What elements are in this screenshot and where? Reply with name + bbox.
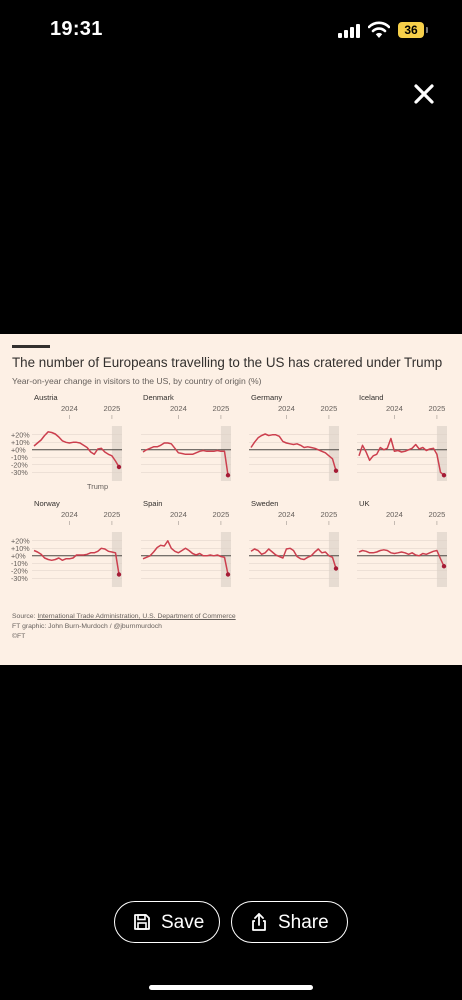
share-button-label: Share	[278, 912, 329, 933]
x-tick-label-2025-germany: 2025	[320, 404, 337, 413]
save-icon	[134, 914, 150, 930]
wifi-icon	[368, 21, 390, 38]
end-point-austria	[116, 464, 122, 470]
end-point-spain	[225, 572, 231, 577]
series-line-sweden	[250, 547, 337, 569]
y-tick-label: +0%	[11, 445, 26, 454]
x-tick-label-2025-iceland: 2025	[428, 404, 445, 413]
share-icon	[252, 913, 266, 931]
shade-2025-germany	[328, 426, 339, 481]
close-icon[interactable]	[410, 80, 438, 108]
x-tick-label-2024-austria: 2024	[61, 404, 78, 413]
source-prefix: Source:	[12, 613, 38, 620]
x-tick-label-2025-denmark: 2025	[212, 404, 229, 413]
x-tick-label-2024-sweden: 2024	[278, 510, 295, 519]
series-line-norway	[33, 547, 120, 575]
shade-2025-spain	[220, 532, 231, 587]
y-tick-label: -10%	[11, 559, 28, 568]
panel-title-iceland: Iceland	[359, 393, 384, 402]
chart-subtitle: Year-on-year change in visitors to the U…	[12, 376, 262, 386]
x-tick-label-2024-germany: 2024	[278, 404, 295, 413]
panel-title-sweden: Sweden	[251, 499, 278, 508]
x-tick-label-2024-iceland: 2024	[386, 404, 403, 413]
x-tick-label-2025-austria: 2025	[103, 404, 120, 413]
panel-title-norway: Norway	[34, 499, 60, 508]
series-line-uk	[358, 549, 445, 567]
end-point-denmark	[225, 473, 231, 478]
end-point-germany	[333, 468, 339, 473]
end-point-uk	[441, 564, 447, 569]
end-point-iceland	[441, 473, 447, 478]
y-tick-label: +20%	[11, 536, 30, 545]
share-button[interactable]: Share	[231, 901, 348, 943]
battery-indicator: 36	[398, 22, 424, 38]
graphic-credit: FT graphic: John Burn-Murdoch / @jburnmu…	[12, 623, 162, 630]
shade-2025-denmark	[220, 426, 231, 481]
copyright: ©FT	[12, 633, 26, 640]
x-tick-label-2024-norway: 2024	[61, 510, 78, 519]
x-tick-label-2025-norway: 2025	[103, 510, 120, 519]
series-line-denmark	[142, 442, 229, 476]
save-button-label: Save	[161, 912, 205, 933]
panel-title-spain: Spain	[143, 499, 162, 508]
chart-source: Source: International Trade Administrati…	[12, 613, 236, 620]
y-tick-label: +10%	[11, 544, 30, 553]
chart-title: The number of Europeans travelling to th…	[12, 355, 443, 370]
cellular-signal-icon	[338, 24, 360, 38]
y-tick-label: -10%	[11, 453, 28, 462]
status-time: 19:31	[50, 18, 103, 40]
series-line-germany	[250, 433, 337, 472]
panel-title-denmark: Denmark	[143, 393, 174, 402]
ft-title-rule	[12, 345, 50, 348]
panel-title-austria: Austria	[34, 393, 58, 402]
y-tick-label: -20%	[11, 566, 28, 575]
x-tick-label-2025-uk: 2025	[428, 510, 445, 519]
save-button[interactable]: Save	[114, 901, 220, 943]
series-line-iceland	[358, 437, 445, 476]
shade-2025-uk	[436, 532, 447, 587]
panel-title-uk: UK	[359, 499, 370, 508]
shade-2025-iceland	[436, 426, 447, 481]
y-tick-label: -30%	[11, 574, 28, 583]
x-tick-label-2024-spain: 2024	[170, 510, 187, 519]
x-tick-label-2024-uk: 2024	[386, 510, 403, 519]
y-tick-label: +20%	[11, 430, 30, 439]
chart-image: The number of Europeans travelling to th…	[0, 334, 462, 665]
status-bar: 19:31 36	[0, 0, 462, 62]
shade-2025-austria	[111, 426, 122, 481]
battery-tip	[426, 27, 428, 33]
panel-title-germany: Germany	[251, 393, 282, 402]
end-point-norway	[116, 572, 122, 577]
x-tick-label-2024-denmark: 2024	[170, 404, 187, 413]
y-tick-label: -30%	[11, 468, 28, 477]
trump-annotation: Trump	[87, 482, 108, 491]
y-tick-label: +0%	[11, 551, 26, 560]
series-line-spain	[142, 540, 229, 575]
series-line-austria	[33, 431, 120, 468]
x-tick-label-2025-spain: 2025	[212, 510, 229, 519]
home-indicator	[149, 985, 313, 990]
y-tick-label: +10%	[11, 438, 30, 447]
end-point-sweden	[333, 566, 339, 571]
x-tick-label-2025-sweden: 2025	[320, 510, 337, 519]
y-tick-label: -20%	[11, 460, 28, 469]
source-link[interactable]: International Trade Administration, U.S.…	[37, 613, 236, 620]
